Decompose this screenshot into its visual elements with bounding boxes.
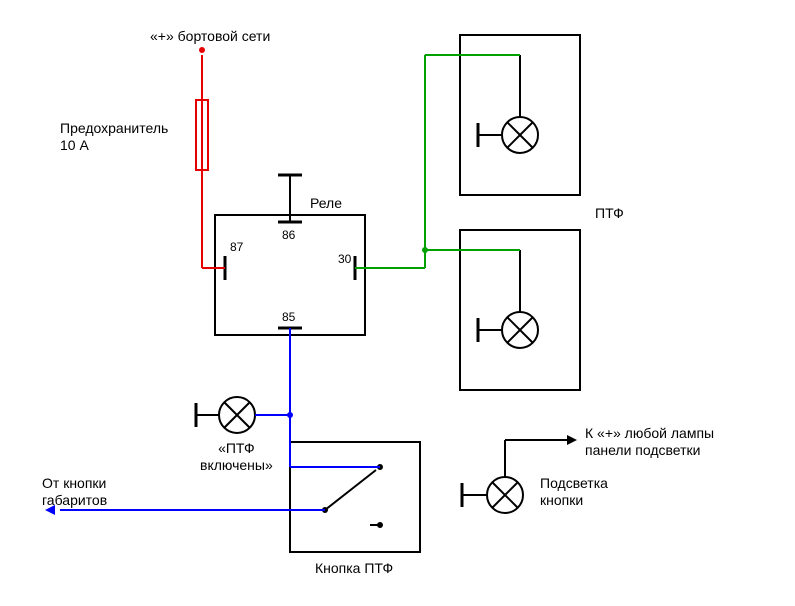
ptf-on-label: «ПТФ включены»: [200, 440, 273, 474]
from-dims-label: От кнопки габаритов: [42, 475, 107, 509]
backlight-label: Подсветка кнопки: [540, 475, 608, 509]
switch-box: [290, 442, 420, 552]
ptf-label: ПТФ: [595, 205, 624, 222]
fuse-label: Предохранитель 10 А: [60, 120, 168, 154]
power-label: «+» бортовой сети: [150, 28, 270, 45]
pin85-label: 85: [282, 310, 295, 324]
pin87-label: 87: [230, 240, 243, 254]
pin86-label: 86: [282, 228, 295, 242]
to-lamp-label: К «+» любой лампы панели подсветки: [585, 425, 714, 459]
relay-label: Реле: [310, 195, 342, 212]
button-ptf-label: Кнопка ПТФ: [315, 560, 393, 577]
pin30-label: 30: [338, 252, 351, 266]
circuit-diagram: [0, 0, 795, 606]
